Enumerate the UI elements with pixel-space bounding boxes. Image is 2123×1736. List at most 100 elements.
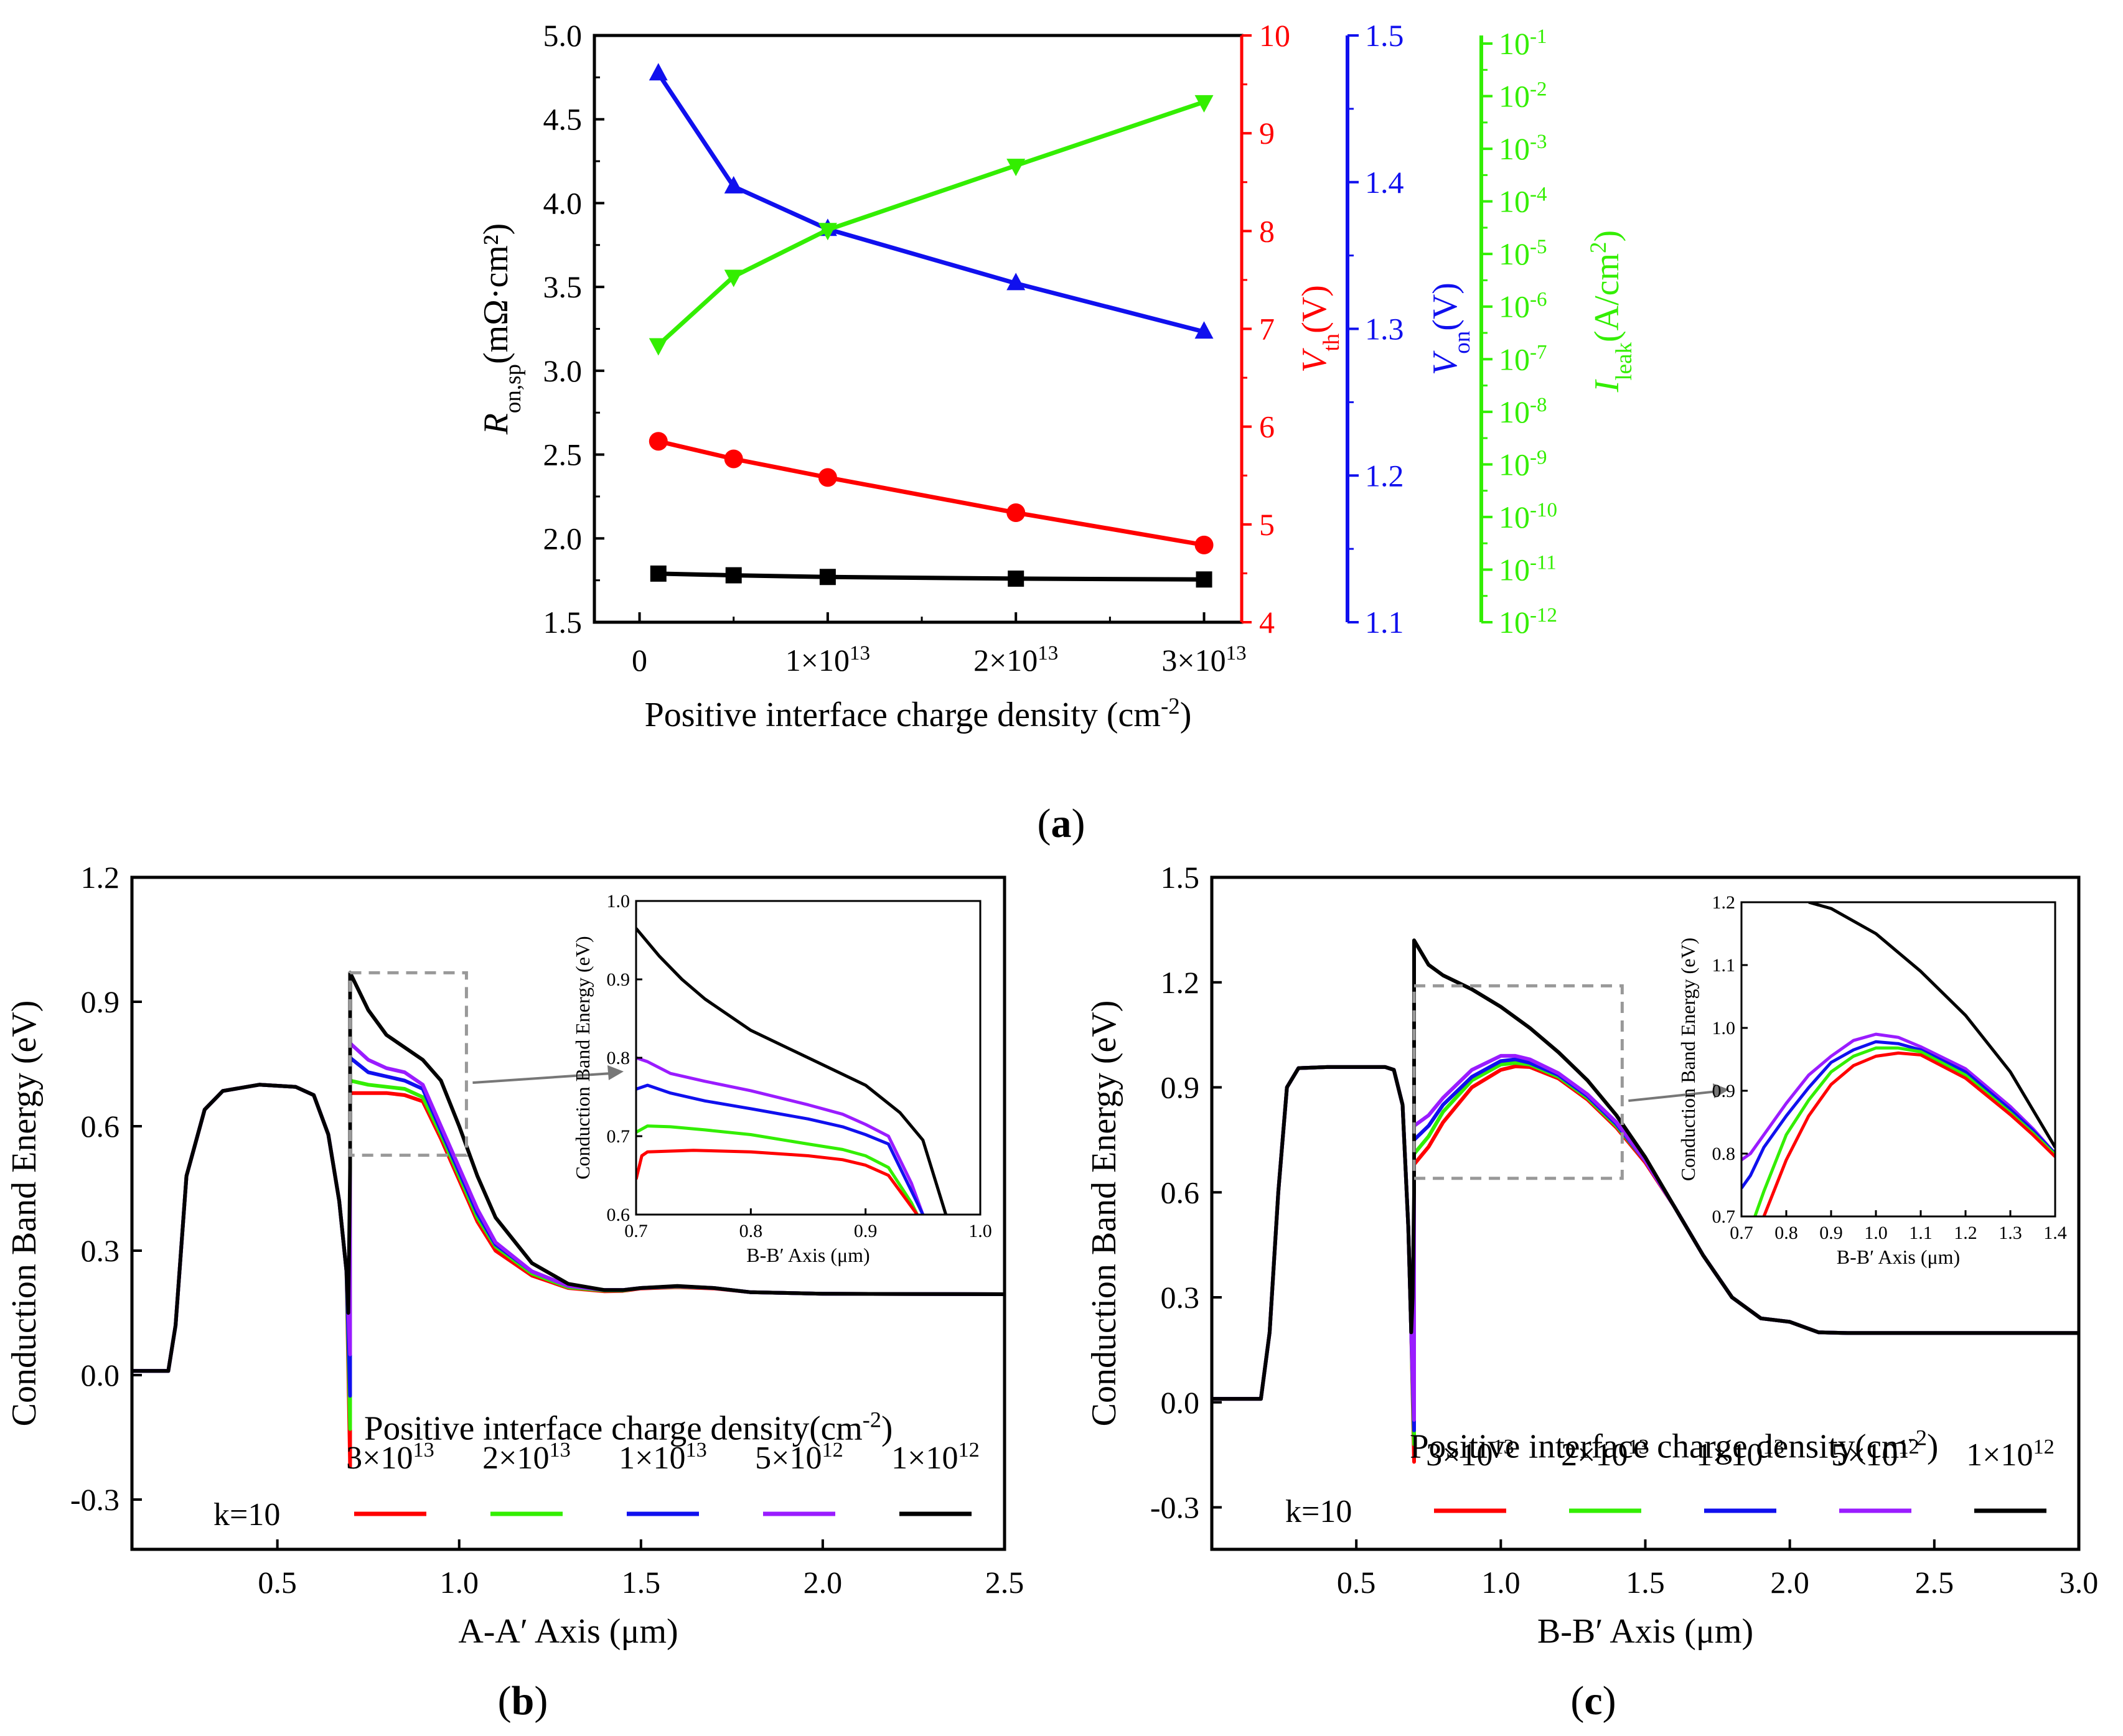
legend-label-sup: 13 xyxy=(1493,1435,1514,1458)
legend-title-part: ) xyxy=(881,1409,893,1447)
inset-x-tick-label: 0.7 xyxy=(624,1221,648,1241)
legend-label-part: 2×10 xyxy=(482,1440,549,1476)
x-tick-label: 3.0 xyxy=(2060,1565,2099,1600)
ileak-tick-label-sup: -2 xyxy=(1530,78,1547,101)
von-tick-label: 1.3 xyxy=(1365,312,1404,347)
y-tick-label: 0.0 xyxy=(1161,1385,1200,1420)
inset-background xyxy=(1741,902,2055,1216)
ileak-tick-label-sup: -7 xyxy=(1530,341,1547,363)
plot-frame xyxy=(130,875,1006,1551)
legend-label-sup: 12 xyxy=(1898,1435,1919,1458)
x-axis-label: A-A′ Axis (μm) xyxy=(458,1612,678,1651)
legend-title: Positive interface charge density(cm-2) xyxy=(364,1407,893,1447)
x-tick-label-part: 0 xyxy=(632,643,647,678)
x-tick-label: 1.0 xyxy=(440,1565,479,1600)
inset-x-tick-label: 0.8 xyxy=(739,1221,763,1241)
legend-k-label: k=10 xyxy=(213,1497,280,1533)
ileak-axis-label-sub: leak xyxy=(1611,342,1636,380)
legend-label: 5×1012 xyxy=(1831,1435,1919,1473)
zoom-arrow-head xyxy=(1713,1083,1729,1099)
x-axis-label: B-B′ Axis (μm) xyxy=(1537,1612,1753,1651)
x-tick-label-part: 3×10 xyxy=(1161,643,1226,678)
x-tick-label: 2×1013 xyxy=(973,642,1058,678)
inset-x-tick-label: 0.9 xyxy=(854,1221,878,1241)
x-tick-label: 0.5 xyxy=(1337,1565,1376,1600)
inset-y-tick-label: 0.7 xyxy=(607,1126,630,1147)
ileak-axis-label-part: ) xyxy=(1588,230,1626,242)
ileak-tick-label-part: 10 xyxy=(1499,289,1530,324)
y-axis-label: Conduction Band Energy (eV) xyxy=(5,1001,44,1427)
ileak-tick-label: 10-5 xyxy=(1499,236,1547,271)
ileak-tick-label: 10-2 xyxy=(1499,78,1547,114)
ron-tick-label: 2.0 xyxy=(543,521,583,556)
x-tick-label: 1.5 xyxy=(1626,1565,1665,1600)
legend-label-sup: 12 xyxy=(958,1438,980,1462)
legend-label-sup: 13 xyxy=(550,1438,571,1462)
legend-label-sup: 12 xyxy=(822,1438,843,1462)
ileak-tick-label: 10-8 xyxy=(1499,394,1547,429)
panel-c: 0.5 1.0 1.5 2.0 2.5 3.0 -0.3 0.0 0.3 0.6 0.9 1.2 1.5… xyxy=(1085,860,2098,1651)
marker-ron xyxy=(1008,570,1024,587)
ron-tick-label: 3.0 xyxy=(543,353,583,388)
ileak-tick-label-part: 10 xyxy=(1499,605,1530,640)
legend-title: Positive interface charge density(cm-2) xyxy=(1410,1426,1938,1465)
inset-y-axis-label: Conduction Band Energy (eV) xyxy=(571,936,594,1179)
inset-curve xyxy=(636,1056,925,1215)
marker-von xyxy=(1006,273,1026,291)
inset-x-tick-label: 1.2 xyxy=(1954,1223,1977,1243)
marker-vth xyxy=(649,432,668,451)
legend-label-part: 1×10 xyxy=(619,1440,685,1476)
legend-label-sup: 13 xyxy=(686,1438,707,1462)
ileak-tick-label-sup: -8 xyxy=(1530,394,1547,416)
panel-b-label: (b) xyxy=(498,1678,548,1724)
marker-ileak xyxy=(1194,95,1214,113)
ron-axis-label-part: (mΩ·cm²) xyxy=(477,223,515,364)
ileak-tick-label-sup: -5 xyxy=(1530,236,1547,258)
ron-tick-label: 3.5 xyxy=(543,269,583,304)
legend-title-sup: -2 xyxy=(1908,1426,1927,1450)
ileak-tick-label-part: 10 xyxy=(1499,184,1530,219)
marker-vth xyxy=(1194,535,1214,554)
ileak-tick-label-sup: -6 xyxy=(1530,289,1547,311)
legend-label: 2×1013 xyxy=(482,1438,571,1476)
marker-ron xyxy=(650,565,667,582)
legend-k-label: k=10 xyxy=(1285,1494,1352,1529)
von-tick-label: 1.2 xyxy=(1365,458,1404,493)
legend-label-part: 3×10 xyxy=(1426,1437,1493,1473)
legend-title-sup: -2 xyxy=(863,1407,881,1432)
legend-label-sup: 13 xyxy=(1628,1435,1649,1458)
vth-tick-label: 10 xyxy=(1259,18,1290,53)
x-axis-label-part: ) xyxy=(1180,696,1192,734)
ron-tick-label: 4.0 xyxy=(543,185,583,220)
inset-x-axis-label: B-B′ Axis (μm) xyxy=(746,1244,869,1266)
inset-y-tick-label: 1.0 xyxy=(1712,1018,1736,1038)
legend-label: 3×1013 xyxy=(346,1438,434,1476)
legend-label-part: 1×10 xyxy=(1966,1437,2033,1473)
x-tick-label-sup: 13 xyxy=(1226,642,1247,665)
x-tick-label-sup: 13 xyxy=(1038,642,1058,665)
y-tick-label: 1.2 xyxy=(81,860,120,895)
inset-curve xyxy=(1741,1040,2055,1189)
ileak-tick-label-sup: -4 xyxy=(1530,184,1547,206)
panel-c-label: (c) xyxy=(1570,1678,1616,1724)
x-tick-label: 2.5 xyxy=(1915,1565,1954,1600)
x-axis-label-sup: -2 xyxy=(1161,693,1180,719)
inset-curve xyxy=(1741,1032,2055,1162)
ileak-tick-label: 10-9 xyxy=(1499,446,1547,482)
legend-label: 5×1012 xyxy=(755,1438,843,1476)
legend-title-part: Positive interface charge density(cm xyxy=(364,1409,863,1447)
marker-ron xyxy=(819,569,836,586)
von-tick-label: 1.5 xyxy=(1365,18,1404,53)
x-axis-label-part: Positive interface charge density (cm xyxy=(645,696,1161,734)
series-line-von xyxy=(656,72,1205,334)
vth-tick-label: 5 xyxy=(1259,507,1275,542)
marker-ileak xyxy=(649,338,668,356)
y-tick-label: 0.3 xyxy=(1161,1280,1200,1315)
legend-label-sup: 13 xyxy=(413,1438,434,1462)
zoom-arrow-line xyxy=(472,1072,612,1084)
y-tick-label: 0.9 xyxy=(81,984,120,1019)
inset-y-axis-label: Conduction Band Energy (eV) xyxy=(1677,938,1699,1181)
inset-y-tick-label: 1.2 xyxy=(1712,892,1736,913)
